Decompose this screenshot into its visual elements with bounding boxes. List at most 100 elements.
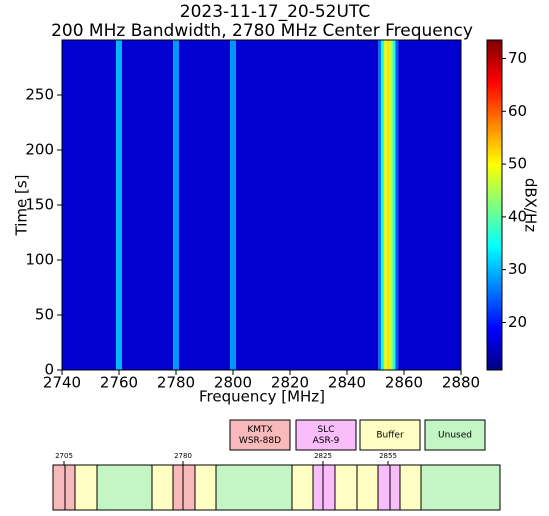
band-segment <box>96 464 153 511</box>
colorbar-segment <box>487 283 502 287</box>
colorbar-segment <box>487 232 502 236</box>
colorbar-segment <box>487 139 502 143</box>
colorbar-segment <box>487 121 502 125</box>
colorbar-segment <box>487 262 502 266</box>
colorbar-segment <box>487 319 502 323</box>
chart-subtitle: 200 MHz Bandwidth, 2780 MHz Center Frequ… <box>51 21 473 41</box>
colorbar-tick-label: 40 <box>508 207 527 225</box>
y-tick-label: 200 <box>25 141 54 159</box>
colorbar-segment <box>487 157 502 161</box>
legend-label: KMTX <box>247 425 272 435</box>
colorbar-segment <box>487 70 502 74</box>
colorbar-segment <box>487 190 502 194</box>
y-tick-label: 50 <box>35 306 54 324</box>
colorbar-segment <box>487 151 502 155</box>
colorbar-segment <box>487 292 502 296</box>
heatmap-cell <box>378 40 382 370</box>
heatmap-cell <box>395 40 399 370</box>
colorbar-segment <box>487 346 502 350</box>
y-axis-label: Time [s] <box>13 175 31 237</box>
colorbar-segment <box>487 145 502 149</box>
x-axis-label: Frequency [MHz] <box>199 388 325 406</box>
colorbar-segment <box>487 73 502 77</box>
colorbar-segment <box>487 148 502 152</box>
colorbar-segment <box>487 277 502 281</box>
colorbar-segment <box>487 217 502 221</box>
legend-label: SLC <box>317 425 334 435</box>
x-tick-label: 2780 <box>157 374 195 392</box>
colorbar-segment <box>487 271 502 275</box>
colorbar-segment <box>487 94 502 98</box>
colorbar-segment <box>487 160 502 164</box>
heatmap-cell <box>381 40 385 370</box>
heatmap-cell <box>121 40 174 370</box>
colorbar-segment <box>487 349 502 353</box>
x-tick-label: 2880 <box>442 374 480 392</box>
colorbar-segment <box>487 310 502 314</box>
colorbar-segment <box>487 274 502 278</box>
colorbar-tick-label: 70 <box>508 49 527 67</box>
colorbar-segment <box>487 268 502 272</box>
colorbar-segment <box>487 253 502 257</box>
colorbar-segment <box>487 91 502 95</box>
band-segment <box>334 464 358 511</box>
colorbar-tick-label: 20 <box>508 313 527 331</box>
band-segment <box>52 464 66 511</box>
colorbar-segment <box>487 100 502 104</box>
x-tick-label: 2800 <box>214 374 252 392</box>
colorbar-segment <box>487 61 502 65</box>
freq-label: 2705 <box>55 452 73 460</box>
colorbar-segment <box>487 193 502 197</box>
heatmap-cell <box>389 40 393 370</box>
colorbar-segment <box>487 124 502 128</box>
colorbar-segment <box>487 175 502 179</box>
band-segment <box>377 464 391 511</box>
colorbar-tick-label: 60 <box>508 102 527 120</box>
band-segment <box>215 464 293 511</box>
band-segment <box>194 464 217 511</box>
band-segment <box>74 464 98 511</box>
colorbar-segment <box>487 106 502 110</box>
colorbar-segment <box>487 103 502 107</box>
colorbar-segment <box>487 259 502 263</box>
y-tick-label: 250 <box>25 86 54 104</box>
colorbar-segment <box>487 88 502 92</box>
legend-label: ASR-9 <box>313 436 340 446</box>
colorbar-segment <box>487 82 502 86</box>
colorbar-segment <box>487 337 502 341</box>
colorbar-segment <box>487 142 502 146</box>
colorbar-segment <box>487 58 502 62</box>
colorbar-segment <box>487 79 502 83</box>
colorbar-segment <box>487 352 502 356</box>
x-tick-label: 2820 <box>271 374 309 392</box>
colorbar-segment <box>487 172 502 176</box>
colorbar-frame <box>486 39 503 371</box>
heatmap-cell <box>392 40 396 370</box>
y-tick-label: 100 <box>25 251 54 269</box>
legend-box <box>295 419 357 451</box>
x-tick-label: 2860 <box>385 374 423 392</box>
heatmap-cell <box>178 40 231 370</box>
colorbar-segment <box>487 247 502 251</box>
legend-box <box>359 419 421 451</box>
freq-label: 2855 <box>379 452 397 460</box>
band-segment <box>182 464 196 511</box>
colorbar-segment <box>487 109 502 113</box>
colorbar-segment <box>487 208 502 212</box>
colorbar-segment <box>487 118 502 122</box>
colorbar-segment <box>487 229 502 233</box>
colorbar-segment <box>487 97 502 101</box>
colorbar-segment <box>487 265 502 269</box>
colorbar-segment <box>487 202 502 206</box>
colorbar-segment <box>487 67 502 71</box>
colorbar-segment <box>487 223 502 227</box>
colorbar-segment <box>487 181 502 185</box>
colorbar-segment <box>487 316 502 320</box>
band-segment <box>399 464 422 511</box>
colorbar-segment <box>487 52 502 56</box>
y-tick-label: 150 <box>25 196 54 214</box>
colorbar-segment <box>487 184 502 188</box>
colorbar-segment <box>487 199 502 203</box>
colorbar-segment <box>487 313 502 317</box>
